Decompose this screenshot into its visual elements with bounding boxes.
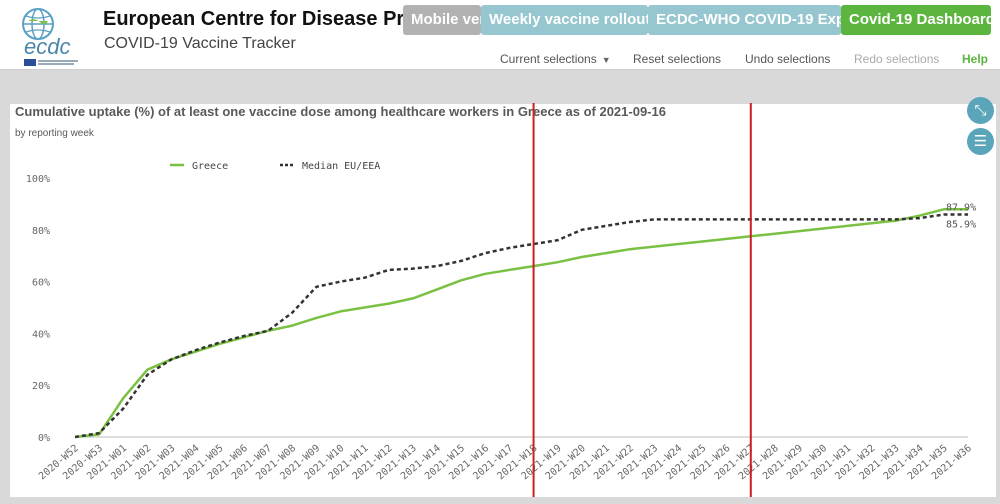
y-tick-label: 100% xyxy=(26,174,50,185)
help-link[interactable]: Help xyxy=(962,52,989,66)
legend-label: Median EU/EEA xyxy=(302,161,380,172)
series-line-median-eu-eea xyxy=(74,213,968,439)
ecdc-logo: ecdc xyxy=(22,8,78,66)
chart-title: Cumulative uptake (%) of at least one va… xyxy=(15,104,666,119)
collapse-icon[interactable]: ⤡ xyxy=(967,97,994,124)
app-subtitle: COVID-19 Vaccine Tracker xyxy=(104,35,296,52)
y-tick-label: 60% xyxy=(32,278,50,289)
reset-selections-button[interactable]: Reset selections xyxy=(633,52,722,66)
svg-text:ecdc: ecdc xyxy=(24,34,70,59)
y-tick-label: 20% xyxy=(32,381,50,392)
top-bar: ecdc European Centre for Disease Prevent… xyxy=(0,0,1000,70)
tab-covid-dashboard[interactable]: Covid-19 Dashboard xyxy=(841,5,991,35)
y-tick-label: 0% xyxy=(38,433,50,444)
undo-selections-button[interactable]: Undo selections xyxy=(745,52,831,66)
chart-panel xyxy=(10,104,996,497)
series-line-greece xyxy=(74,208,968,439)
y-tick-label: 80% xyxy=(32,226,50,237)
redo-selections-button[interactable]: Redo selections xyxy=(854,52,940,66)
menu-icon[interactable]: ☰ xyxy=(967,128,994,155)
globe-icon xyxy=(22,8,54,40)
tab-weekly-report[interactable]: Weekly vaccine rollout report xyxy=(481,5,648,35)
current-selections-label: Current selections xyxy=(500,52,597,66)
legend-label: Greece xyxy=(192,161,228,172)
app-title: European Centre for Disease Prevention a… xyxy=(103,8,403,30)
chevron-down-icon: ▼ xyxy=(601,55,611,65)
current-selections-button[interactable]: Current selections ▼ xyxy=(500,52,611,66)
tab-mobile-version[interactable]: Mobile version xyxy=(403,5,481,35)
end-data-label: 85.9% xyxy=(946,220,976,231)
tab-ecdc-who-explorer[interactable]: ECDC-WHO COVID-19 Explorer xyxy=(648,5,841,35)
end-data-label: 87.9% xyxy=(946,202,976,213)
chart-subtitle: by reporting week xyxy=(15,128,94,139)
y-tick-label: 40% xyxy=(32,329,50,340)
